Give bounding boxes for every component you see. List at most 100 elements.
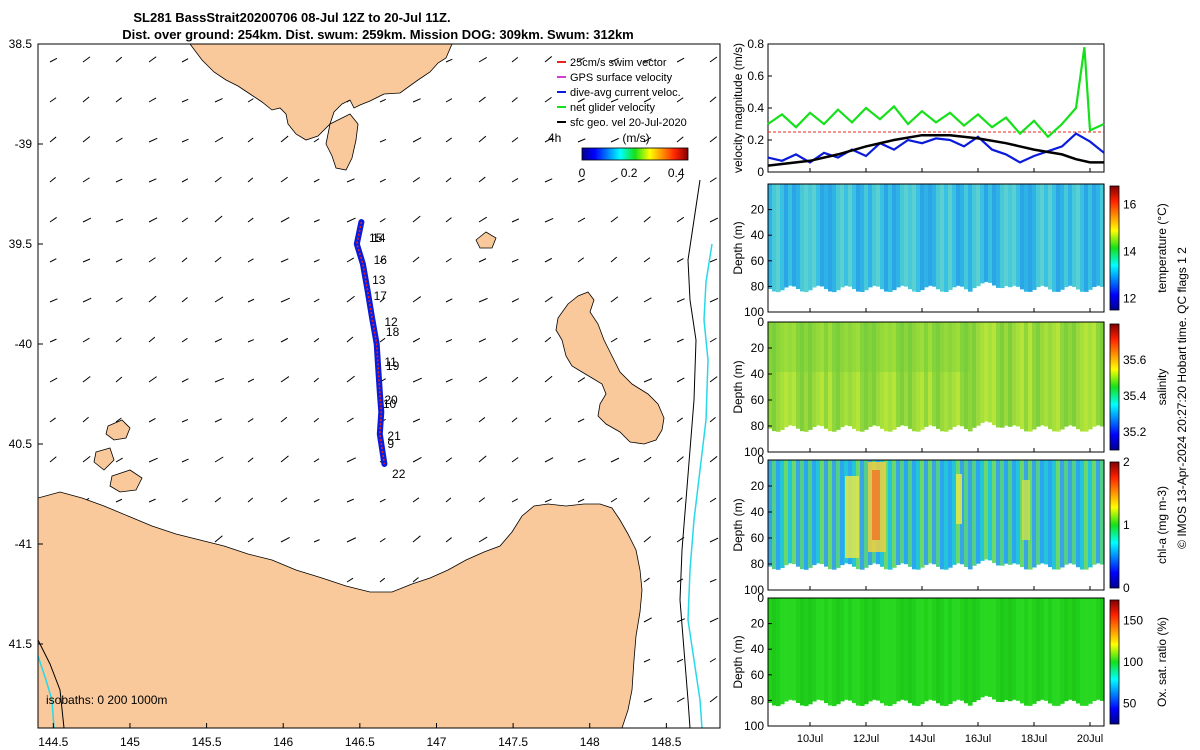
map-colorbar-tick: 0: [579, 166, 586, 180]
isobath-200m-east: [679, 179, 701, 728]
surface-velocity-arrow: [511, 178, 519, 183]
surface-velocity-arrow: [643, 536, 652, 543]
profile-section-stripe: [956, 598, 961, 700]
profile-section-stripe: [784, 322, 789, 428]
profile-section-stripe: [1048, 460, 1053, 568]
surface-velocity-arrow: [346, 217, 356, 223]
profile-section-stripe: [1008, 184, 1013, 288]
surface-velocity-arrow: [214, 497, 222, 503]
profile-ytick-label: 40: [751, 505, 765, 519]
surface-velocity-arrow: [214, 256, 222, 263]
surface-velocity-arrow: [544, 498, 552, 503]
surface-velocity-arrow: [445, 257, 452, 263]
surface-velocity-arrow: [280, 455, 289, 463]
map-colorbar-tick: 0.4: [668, 166, 685, 180]
profile-section-stripe: [828, 460, 833, 570]
map-ytick-label: 41.5: [9, 637, 33, 651]
profile-section-stripe: [848, 322, 853, 427]
profile-section-stripe: [1008, 598, 1013, 702]
surface-velocity-arrow: [247, 177, 254, 183]
profile-section-stripe: [944, 184, 949, 292]
profile-section-stripe: [904, 322, 909, 427]
surface-velocity-arrow: [280, 258, 289, 263]
velocity-ylabel: velocity magnitude (m/s): [731, 43, 745, 173]
surface-velocity-arrow: [445, 137, 452, 143]
profile-section-stripe: [804, 322, 809, 432]
profile-section-stripe: [1056, 460, 1061, 570]
profile-section-stripe: [948, 322, 953, 430]
surface-velocity-arrow: [445, 298, 453, 303]
profile-section-stripe: [992, 460, 997, 564]
profile-section-stripe: [976, 322, 981, 426]
profile-colorbar-tick: 35.6: [1123, 353, 1147, 367]
surface-velocity-arrow: [709, 56, 718, 63]
title-line-1: SL281 BassStrait20200706 08-Jul 12Z to 2…: [133, 10, 450, 25]
land-robbins-island: [109, 469, 143, 493]
surface-velocity-arrow: [247, 378, 255, 383]
profile-section-stripe: [1064, 184, 1069, 288]
surface-velocity-arrow: [247, 418, 254, 423]
profile-section-stripe: [892, 460, 897, 568]
profile-section-stripe: [1100, 184, 1105, 287]
surface-velocity-arrow: [412, 177, 420, 183]
profile-ylabel: Depth (m): [731, 635, 745, 688]
profile-section-stripe: [844, 322, 849, 426]
profile-section-stripe: [772, 598, 777, 706]
profile-ytick-label: 100: [744, 719, 764, 733]
profile-section-stripe: [1100, 598, 1105, 701]
track-day-label: 13: [372, 273, 386, 287]
surface-velocity-arrow: [412, 497, 420, 503]
profile-section-stripe: [880, 598, 885, 704]
profile-section-stripe: [768, 184, 773, 289]
surface-velocity-arrow: [676, 377, 685, 383]
surface-velocity-arrow: [478, 536, 488, 543]
surface-velocity-arrow: [610, 137, 619, 143]
surface-velocity-arrow: [643, 257, 651, 263]
surface-velocity-arrow: [676, 258, 684, 263]
profile-section-stripe: [1052, 322, 1057, 432]
profile-section-stripe: [872, 184, 877, 286]
surface-velocity-arrow: [247, 339, 254, 343]
profile-section-stripe: [932, 460, 937, 565]
profile-section-stripe: [856, 322, 861, 432]
profile-section-stripe: [964, 184, 969, 290]
track-day-label: 20: [384, 393, 398, 407]
profile-section-stripe: [1000, 322, 1005, 428]
profile-section-stripe: [1072, 598, 1077, 701]
surface-velocity-arrow: [82, 177, 90, 183]
surface-velocity-arrow: [379, 498, 386, 503]
profile-section-stripe: [904, 184, 909, 287]
surface-velocity-arrow: [148, 97, 157, 103]
profile-section-stripe: [1004, 322, 1009, 426]
profile-section-stripe: [836, 598, 841, 705]
surface-velocity-arrow: [181, 138, 189, 143]
time-tick-label: 12Jul: [853, 733, 879, 745]
profile-section-stripe: [984, 460, 989, 560]
surface-velocity-arrow: [346, 375, 355, 383]
surface-velocity-arrow: [709, 136, 718, 143]
profile-section-stripe: [1000, 460, 1005, 566]
surface-velocity-arrow: [280, 297, 290, 303]
profile-section-stripe: [912, 598, 917, 706]
profile-section-stripe: [1080, 598, 1085, 706]
surface-velocity-arrow: [412, 296, 422, 303]
surface-velocity-arrow: [577, 498, 585, 503]
surface-velocity-arrow: [478, 497, 486, 503]
profile-section-stripe: [812, 460, 817, 566]
land-hunter-island: [93, 447, 115, 471]
profile-section-stripe: [1008, 322, 1013, 427]
profile-section-stripe: [1064, 322, 1069, 427]
map-xtick-label: 147.5: [498, 735, 528, 749]
surface-velocity-arrow: [148, 178, 157, 183]
profile-section-stripe: [968, 598, 973, 706]
surface-velocity-arrow: [643, 176, 651, 183]
profile-section-stripe: [1100, 322, 1105, 427]
profile-section-stripe: [892, 322, 897, 430]
surface-velocity-arrow: [280, 135, 289, 143]
surface-velocity-arrow: [610, 256, 618, 263]
surface-velocity-arrow: [49, 456, 57, 463]
map-legend: 25cm/s swim vector GPS surface velocity …: [548, 57, 689, 180]
surface-velocity-arrow: [511, 417, 518, 423]
profile-section-stripe: [1044, 460, 1049, 565]
surface-velocity-arrow: [643, 378, 653, 383]
